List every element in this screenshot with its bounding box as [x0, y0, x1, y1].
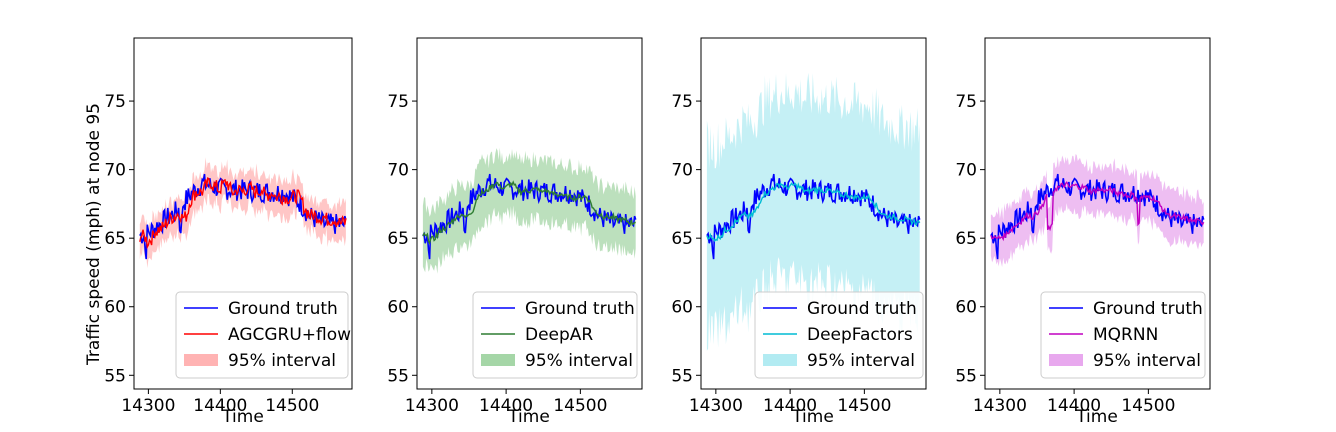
y-tick-label-75: 75	[104, 92, 126, 112]
y-tick-label-55: 55	[387, 366, 409, 386]
panel-agcgru: 55 60 65 70 75 14300 14400 14500 Time Ground tr…	[104, 37, 353, 427]
x-tick-label-14500: 14500	[837, 396, 891, 416]
panel-4-legend-swatch-interval	[1049, 354, 1083, 366]
y-tick-label-60: 60	[671, 298, 693, 318]
panel-4-legend-truth: Ground truth	[1093, 299, 1203, 319]
panel-4-frame	[984, 37, 1211, 390]
panel-3-frame	[700, 37, 927, 390]
panel-2-legend-truth: Ground truth	[525, 299, 635, 319]
panel-4-legend-interval: 95% interval	[1093, 351, 1201, 371]
ground-truth-line-2	[422, 173, 637, 260]
y-tick-label-65: 65	[104, 229, 126, 249]
y-tick-label-55: 55	[104, 366, 126, 386]
y-tick-label-65: 65	[671, 229, 693, 249]
panel-deepar: 55 60 65 70 75 14300 14400 14500 Time Ground tr…	[387, 37, 643, 427]
prediction-line-3	[706, 182, 921, 243]
interval-band-3	[706, 72, 920, 351]
panel-1-legend: Ground truth AGCGRU+flow 95% interval	[175, 291, 351, 379]
panel-3-legend-swatch-interval	[763, 354, 797, 366]
x-tick-label-14300: 14300	[973, 396, 1027, 416]
panel-1-legend-box	[175, 291, 349, 379]
panel-3-legend-model: DeepFactors	[807, 325, 913, 345]
y-tick-label-70: 70	[671, 161, 693, 181]
y-tick-label-70: 70	[104, 161, 126, 181]
panel-1-x-axis-label: Time	[221, 407, 264, 427]
panel-2-legend-interval: 95% interval	[525, 351, 633, 371]
panel-3-x-axis-label: Time	[791, 407, 834, 427]
panel-mqrnn: 55 60 65 70 75 14300 14400 14500 Time Ground tr…	[955, 37, 1211, 427]
y-tick-label-75: 75	[387, 92, 409, 112]
panel-deepfactors: 55 60 65 70 75 14300 14400 14500 Time Ground tr…	[671, 37, 927, 427]
panel-2-legend-model: DeepAR	[525, 325, 593, 345]
panel-3-legend-truth: Ground truth	[807, 299, 917, 319]
y-tick-label-65: 65	[955, 229, 977, 249]
ground-truth-line-3	[706, 173, 921, 260]
ground-truth-line-4	[990, 173, 1205, 260]
panel-2-legend-swatch-interval	[481, 354, 515, 366]
panel-2-frame	[416, 37, 643, 390]
prediction-line-2	[422, 180, 636, 246]
y-tick-label-70: 70	[387, 161, 409, 181]
x-tick-label-14400: 14400	[193, 396, 247, 416]
interval-band-2	[422, 147, 636, 274]
y-tick-label-70: 70	[955, 161, 977, 181]
y-tick-label-60: 60	[955, 298, 977, 318]
panel-4-legend-model: MQRNN	[1093, 325, 1158, 345]
x-tick-label-14500: 14500	[1121, 396, 1175, 416]
interval-band-4	[990, 154, 1204, 267]
panel-3-legend: Ground truth DeepFactors 95% interval	[754, 291, 924, 379]
x-tick-label-14300: 14300	[405, 396, 459, 416]
y-tick-label-75: 75	[955, 92, 977, 112]
panel-1-legend-model: AGCGRU+flow	[228, 325, 351, 345]
panel-1-frame	[133, 37, 353, 390]
panel-1-legend-truth: Ground truth	[228, 299, 338, 319]
y-tick-label-55: 55	[671, 366, 693, 386]
panel-3-legend-interval: 95% interval	[807, 351, 915, 371]
panel-1-legend-swatch-interval	[184, 354, 218, 366]
panel-1-legend-interval: 95% interval	[228, 351, 336, 371]
prediction-line-4	[990, 181, 1205, 242]
y-tick-label-60: 60	[387, 298, 409, 318]
x-tick-label-14300: 14300	[689, 396, 743, 416]
x-tick-label-14400: 14400	[479, 396, 533, 416]
interval-band-1	[139, 157, 346, 269]
y-tick-label-75: 75	[671, 92, 693, 112]
x-tick-label-14500: 14500	[265, 396, 319, 416]
panel-4-legend: Ground truth MQRNN 95% interval	[1040, 291, 1206, 379]
y-tick-label-65: 65	[387, 229, 409, 249]
y-axis-label: Traffic speed (mph) at node 95	[84, 103, 104, 366]
y-tick-label-55: 55	[955, 366, 977, 386]
x-tick-label-14400: 14400	[763, 396, 817, 416]
prediction-line-1	[139, 177, 347, 250]
panel-4-x-axis-label: Time	[1075, 407, 1118, 427]
y-tick-label-60: 60	[104, 298, 126, 318]
panel-2-x-axis-label: Time	[507, 407, 550, 427]
x-tick-label-14500: 14500	[553, 396, 607, 416]
x-tick-label-14400: 14400	[1047, 396, 1101, 416]
panel-2-legend: Ground truth DeepAR 95% interval	[472, 291, 638, 379]
x-tick-label-14300: 14300	[121, 396, 175, 416]
